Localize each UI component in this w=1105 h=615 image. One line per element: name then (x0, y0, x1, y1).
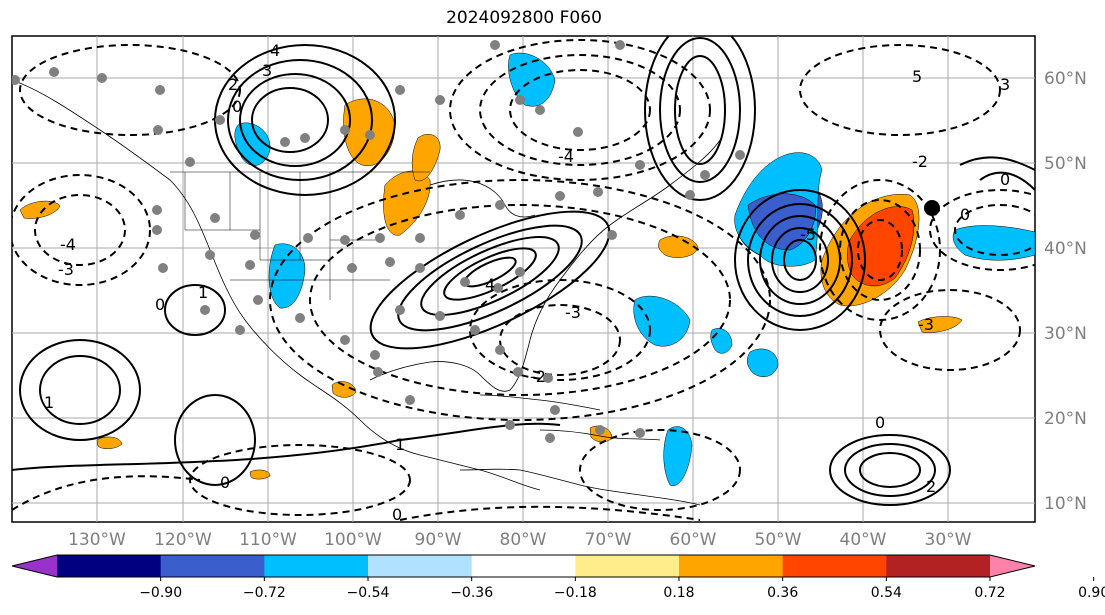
colorbar-tick-label: −0.90 (139, 585, 182, 601)
contour-label: 1 (395, 435, 405, 454)
colorbar-tick-label: 0.90 (1078, 585, 1105, 601)
contour-label: 0 (875, 413, 885, 432)
lon-label: 110°W (239, 530, 297, 550)
colorbar-extension-high (990, 555, 1035, 577)
lon-label: 90°W (415, 530, 462, 550)
storm-center-dot (924, 200, 940, 216)
negative-anomaly (747, 193, 816, 251)
colorbar-tick-label: −0.18 (554, 585, 597, 601)
contour-label: -5 (800, 225, 816, 244)
contour-label: 3 (262, 61, 272, 80)
lon-label: 30°W (925, 530, 972, 550)
positive-anomaly (658, 235, 699, 258)
contour-label: -3 (58, 260, 74, 279)
contour-label: 4 (485, 275, 495, 294)
contour-label: 0 (220, 473, 230, 492)
contour-label: 0 (232, 97, 242, 116)
colorbar-segment (264, 555, 369, 577)
latitude-labels: 60°N 50°N 40°N 30°N 20°N 10°N (1044, 69, 1087, 514)
positive-anomaly (249, 469, 271, 480)
lon-label: 70°W (585, 530, 632, 550)
colorbar-segment (575, 555, 680, 577)
lon-label: 130°W (68, 530, 126, 550)
lon-label: 100°W (324, 530, 382, 550)
contour-label: -4 (60, 235, 76, 254)
colorbar-tick-label: −0.72 (243, 585, 286, 601)
contour-label: 0 (392, 505, 402, 524)
positive-anomaly (411, 134, 441, 182)
coastlines (12, 79, 721, 506)
longitude-labels: 130°W 120°W 110°W 100°W 90°W 80°W 70°W 6… (68, 530, 972, 550)
colorbar-tick-label: 0.72 (974, 585, 1005, 601)
lon-label: 80°W (500, 530, 547, 550)
colorbar-segment (886, 555, 991, 577)
positive-anomaly (917, 316, 963, 333)
colorbar-segment (368, 555, 473, 577)
contour-label: 2 (926, 477, 936, 496)
lat-label: 10°N (1044, 494, 1087, 514)
state-boundaries (170, 171, 430, 300)
colorbar-extension-low (12, 555, 57, 577)
contour-label: 0 (1000, 170, 1010, 189)
colorbar-tick-label: 0.36 (767, 585, 798, 601)
lat-label: 40°N (1044, 239, 1087, 259)
contour-label: -4 (558, 147, 574, 166)
contour-label: 2 (228, 75, 238, 94)
colorbar-segment (679, 555, 784, 577)
contour-label: -3 (565, 303, 581, 322)
positive-anomaly (383, 170, 431, 236)
colorbar-tick-label: 0.54 (871, 585, 902, 601)
contour-label: -2 (530, 367, 546, 386)
positive-anomaly (19, 200, 61, 219)
contour-label: 0 (960, 205, 970, 224)
colorbar-outline (11, 554, 1036, 578)
positive-anomaly (96, 436, 123, 449)
positive-anomaly (331, 381, 357, 398)
contour-label: 1 (198, 283, 208, 302)
negative-anomaly (508, 52, 556, 107)
negative-anomaly (663, 426, 693, 486)
lon-label: 60°W (670, 530, 717, 550)
colorbar-segment (57, 555, 162, 577)
contour-label: 0 (155, 295, 165, 314)
negative-anomaly (633, 295, 691, 347)
colorbar-tick-label: −0.54 (347, 585, 390, 601)
map-title: 2024092800 F060 (446, 8, 602, 28)
lat-label: 30°N (1044, 324, 1087, 344)
contour-label: 3 (1000, 75, 1010, 94)
colorbar-segment (471, 555, 576, 577)
contour-label: 1 (44, 393, 54, 412)
lat-label: 20°N (1044, 409, 1087, 429)
lon-label: 50°W (755, 530, 802, 550)
contour-label: 5 (912, 67, 922, 86)
contour-label: 4 (270, 41, 280, 60)
dashed-contours (12, 39, 1035, 521)
colorbar-tick-labels: −0.90 −0.72 −0.54 −0.36 −0.18 0.18 0.36 0.54 0.7… (139, 577, 1105, 601)
colorbar-segment (782, 555, 887, 577)
lon-label: 40°W (840, 530, 887, 550)
negative-anomaly (952, 225, 1035, 261)
lat-label: 50°N (1044, 154, 1087, 174)
contour-label: -2 (912, 152, 928, 171)
colorbar (11, 554, 1036, 578)
contour-labels: 3 4 2 0 1 0 -4 -3 4 -5 -2 5 -3 0 2 -4 -3… (44, 41, 1010, 524)
lat-label: 60°N (1044, 69, 1087, 89)
lon-label: 120°W (154, 530, 212, 550)
negative-anomaly (234, 122, 271, 166)
colorbar-tick-label: −0.36 (450, 585, 493, 601)
station-dots (12, 40, 745, 443)
colorbar-tick-label: 0.18 (663, 585, 694, 601)
negative-anomaly (747, 348, 779, 377)
contour-label: -3 (918, 315, 934, 334)
colorbar-segment (160, 555, 265, 577)
